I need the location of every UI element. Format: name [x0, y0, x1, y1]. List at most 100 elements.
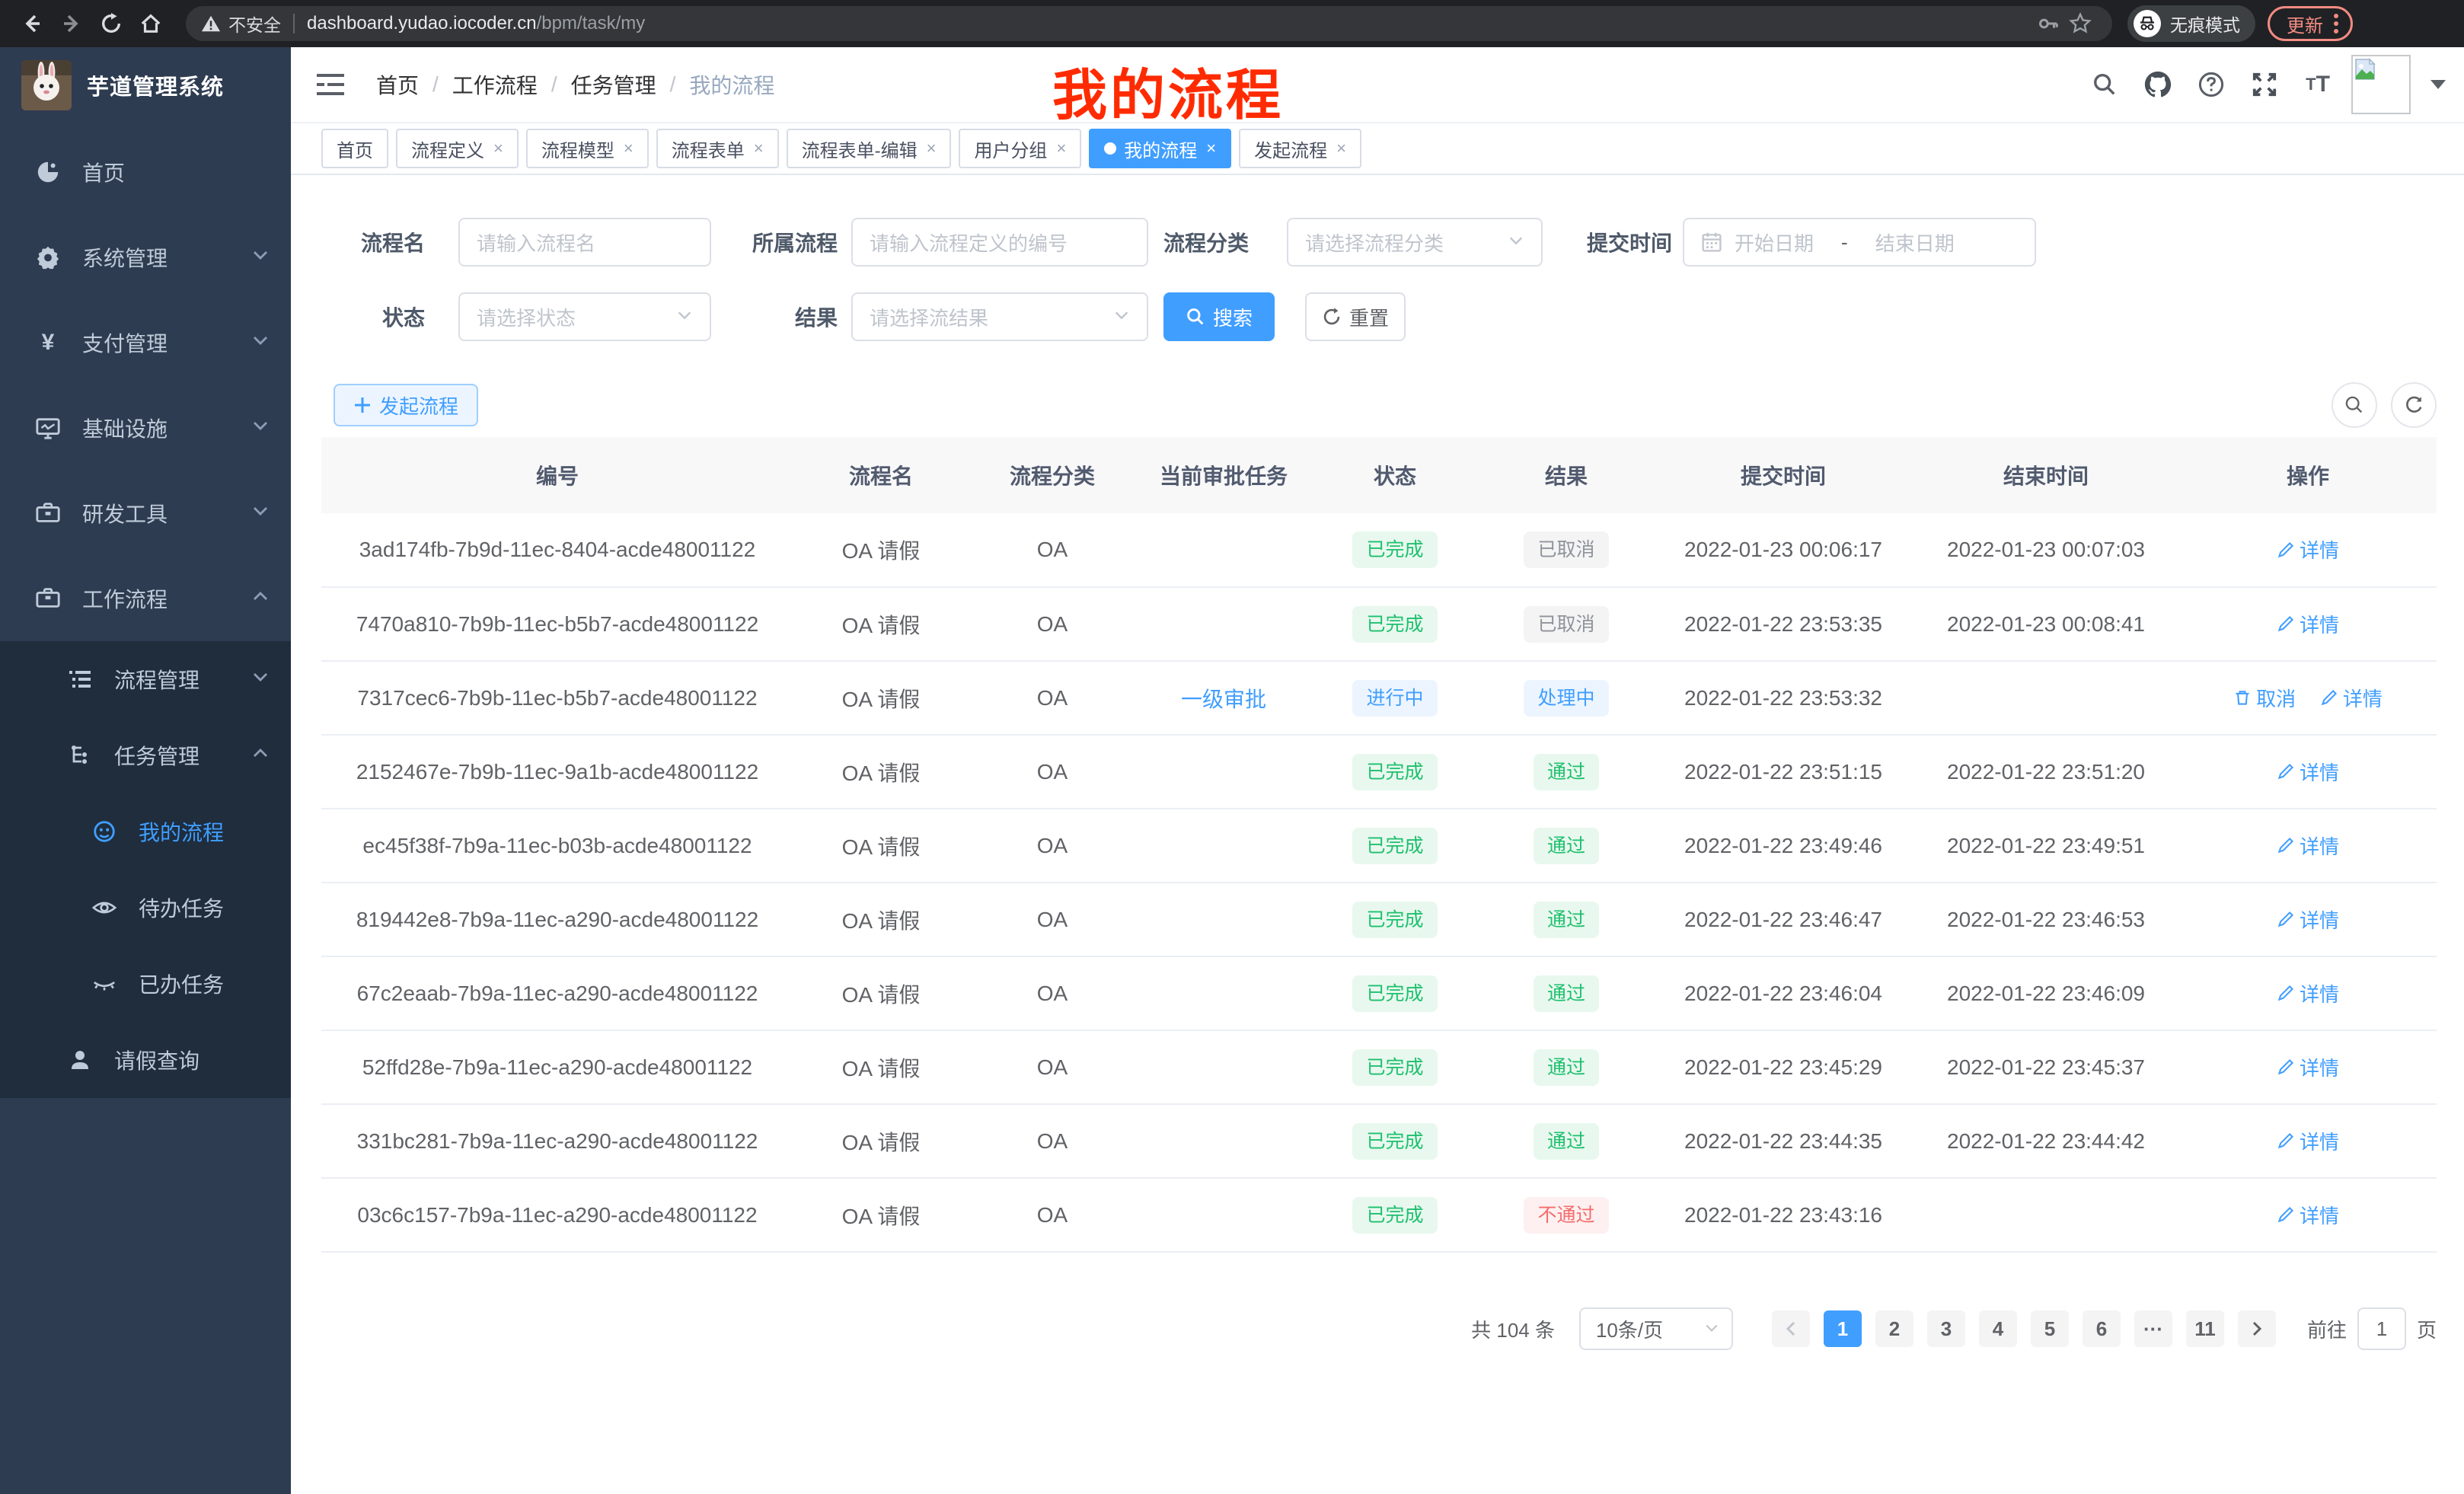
browser-update-button[interactable]: 更新	[2268, 6, 2353, 41]
filter-row-2: 状态 请选择状态 结果 请选择流结果 搜索 重置	[327, 292, 2437, 341]
sidebar-item-home[interactable]: 首页	[0, 129, 291, 215]
sidebar-item-task-mgmt[interactable]: 任务管理	[0, 717, 291, 793]
reset-button[interactable]: 重置	[1305, 292, 1406, 341]
edit-icon	[2277, 985, 2294, 1001]
key-icon[interactable]	[2033, 4, 2063, 43]
current-task-link[interactable]: 一级审批	[1180, 687, 1266, 711]
close-icon[interactable]: ×	[1206, 139, 1217, 158]
help-icon[interactable]	[2191, 65, 2231, 104]
user-menu-caret-icon[interactable]	[2430, 80, 2446, 89]
page-button-11[interactable]: 11	[2185, 1310, 2224, 1347]
page-button-6[interactable]: 6	[2082, 1310, 2121, 1347]
browser-back-icon[interactable]	[12, 4, 52, 43]
url-text[interactable]: dashboard.yudao.iocoder.cn/bpm/task/my	[307, 13, 646, 34]
page-button-4[interactable]: 4	[1978, 1310, 2017, 1347]
page-content: 流程名 请输入流程名 所属流程 请输入流程定义的编号 流程分类 请选择流程分类 …	[291, 175, 2464, 1494]
sidebar-item-workflow[interactable]: 工作流程	[0, 556, 291, 641]
sidebar-item-system[interactable]: 系统管理	[0, 215, 291, 300]
browser-home-icon[interactable]	[131, 4, 171, 43]
sidebar-item-done-tasks[interactable]: 已办任务	[0, 946, 291, 1022]
tab-home[interactable]: 首页	[321, 129, 388, 168]
detail-link[interactable]: 详情	[2277, 535, 2339, 563]
page-button-3[interactable]: 3	[1926, 1310, 1965, 1347]
goto-page-input[interactable]	[2357, 1307, 2406, 1350]
sidebar-item-todo-tasks[interactable]: 待办任务	[0, 870, 291, 946]
sidebar-item-process-mgmt[interactable]: 流程管理	[0, 641, 291, 717]
update-label: 更新	[2287, 15, 2323, 37]
tab-process-definition[interactable]: 流程定义 ×	[396, 129, 519, 168]
detail-link[interactable]: 详情	[2277, 610, 2339, 638]
cell-task	[1136, 513, 1311, 588]
page-button-1[interactable]: 1	[1823, 1310, 1862, 1347]
tab-start-process[interactable]: 发起流程 ×	[1239, 129, 1362, 168]
col-submit-time: 提交时间	[1654, 437, 1913, 513]
toggle-search-button[interactable]	[2332, 382, 2377, 428]
page-button-5[interactable]: 5	[2030, 1310, 2069, 1347]
site-security[interactable]: 不安全	[201, 11, 281, 37]
process-definition-input[interactable]: 请输入流程定义的编号	[851, 218, 1148, 267]
start-process-button[interactable]: 发起流程	[334, 384, 479, 426]
browser-reload-icon[interactable]	[91, 4, 131, 43]
close-icon[interactable]: ×	[623, 139, 634, 158]
search-icon[interactable]	[2085, 65, 2124, 104]
sidebar-item-my-process[interactable]: 我的流程	[0, 793, 291, 870]
category-select[interactable]: 请选择流程分类	[1287, 218, 1543, 267]
result-badge: 已取消	[1524, 532, 1609, 568]
tab-process-form[interactable]: 流程表单 ×	[656, 129, 779, 168]
cancel-link[interactable]: 取消	[2233, 684, 2296, 712]
detail-link[interactable]: 详情	[2277, 905, 2339, 934]
process-name-input[interactable]: 请输入流程名	[458, 218, 711, 267]
result-select[interactable]: 请选择流结果	[851, 292, 1148, 341]
close-icon[interactable]: ×	[1056, 139, 1067, 158]
breadcrumb-workflow[interactable]: 工作流程	[452, 74, 538, 97]
breadcrumb-task-mgmt[interactable]: 任务管理	[570, 74, 656, 97]
close-icon[interactable]: ×	[753, 139, 764, 158]
breadcrumb-home[interactable]: 首页	[376, 74, 420, 97]
page-button-2[interactable]: 2	[1875, 1310, 1913, 1347]
tab-process-form-edit[interactable]: 流程表单-编辑 ×	[786, 129, 952, 168]
table-row: ec45f38f-7b9a-11ec-b03b-acde48001122 OA …	[321, 809, 2437, 883]
cell-category: OA	[969, 587, 1136, 662]
detail-link[interactable]: 详情	[2320, 684, 2383, 712]
sidebar-item-infra[interactable]: 基础设施	[0, 385, 291, 471]
detail-link[interactable]: 详情	[2277, 979, 2339, 1007]
pagination: 共 104 条 10条/页 1 2 3 4 5 6 ··· 11	[321, 1307, 2437, 1350]
cell-end-time	[1913, 1178, 2179, 1253]
close-icon[interactable]: ×	[926, 139, 937, 158]
prev-page-button[interactable]	[1771, 1310, 1810, 1347]
tab-user-group[interactable]: 用户分组 ×	[959, 129, 1082, 168]
avatar[interactable]	[2351, 55, 2411, 114]
fullscreen-icon[interactable]	[2245, 65, 2284, 104]
sidebar-toggle-icon[interactable]	[309, 63, 352, 106]
browser-menu-icon[interactable]	[2334, 14, 2338, 34]
detail-link[interactable]: 详情	[2277, 832, 2339, 860]
close-icon[interactable]: ×	[1336, 139, 1347, 158]
app-logo[interactable]: 芋道管理系统	[0, 47, 291, 123]
detail-link[interactable]: 详情	[2277, 1053, 2339, 1081]
close-icon[interactable]: ×	[493, 139, 503, 158]
github-icon[interactable]	[2138, 65, 2178, 104]
url-bar[interactable]: 不安全 dashboard.yudao.iocoder.cn/bpm/task/…	[186, 6, 2112, 41]
sidebar-item-payment[interactable]: ¥ 支付管理	[0, 300, 291, 385]
sidebar-item-devtools[interactable]: 研发工具	[0, 471, 291, 556]
chevron-down-icon	[1508, 231, 1524, 254]
next-page-button[interactable]	[2237, 1310, 2276, 1347]
detail-link[interactable]: 详情	[2277, 758, 2339, 786]
refresh-table-button[interactable]	[2391, 382, 2437, 428]
tab-my-process[interactable]: 我的流程 ×	[1089, 129, 1232, 168]
detail-link[interactable]: 详情	[2277, 1127, 2339, 1155]
tab-process-model[interactable]: 流程模型 ×	[525, 129, 649, 168]
sidebar-item-leave-query[interactable]: 请假查询	[0, 1022, 291, 1098]
detail-link[interactable]: 详情	[2277, 1201, 2339, 1229]
cell-end-time: 2022-01-22 23:49:51	[1913, 809, 2179, 883]
edit-icon	[2277, 541, 2294, 557]
browser-forward-icon[interactable]	[52, 4, 91, 43]
bookmark-star-icon[interactable]	[2063, 4, 2097, 43]
page-size-select[interactable]: 10条/页	[1578, 1307, 1733, 1350]
search-button[interactable]: 搜索	[1163, 292, 1275, 341]
date-range-input[interactable]: 开始日期 - 结束日期	[1683, 218, 2037, 267]
page-more-button[interactable]: ···	[2134, 1310, 2172, 1347]
status-select[interactable]: 请选择状态	[458, 292, 711, 341]
col-result: 结果	[1479, 437, 1654, 513]
